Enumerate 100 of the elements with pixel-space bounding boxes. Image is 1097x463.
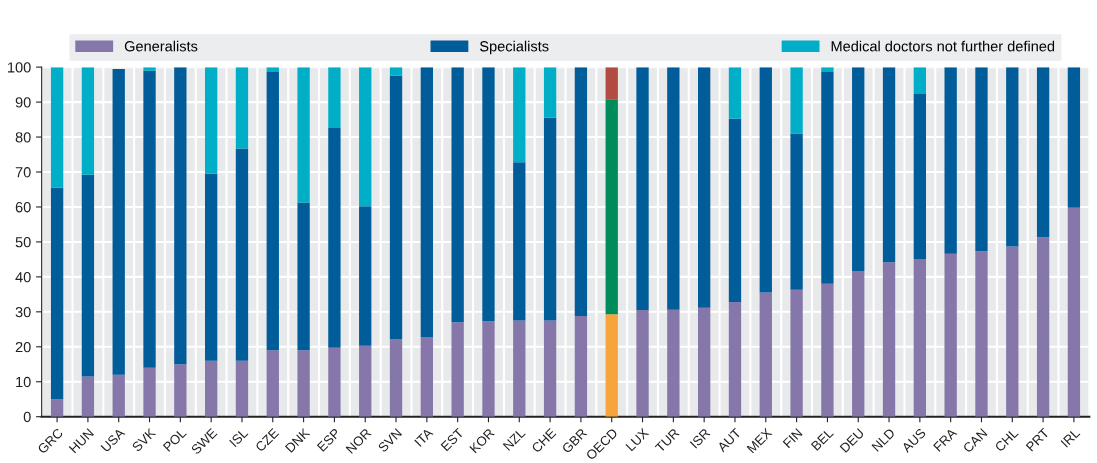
bar [882,262,896,417]
bar [574,316,588,417]
bar [728,302,742,417]
bar [728,118,742,303]
x-tick-label: TUR [654,427,680,453]
x-tick-label: USA [100,427,126,453]
bar [543,320,557,417]
bar [359,206,372,346]
y-tick-label: 90 [15,97,31,108]
bar [328,127,341,348]
bar [605,314,618,417]
bar [790,133,803,290]
bar [543,67,557,118]
bar [759,67,772,293]
bar [975,251,988,417]
y-tick-label: 10 [16,376,31,388]
y-tick-label: 20 [15,341,31,353]
bar [50,187,64,400]
bar [266,72,279,351]
x-tick-label: ITA [414,427,434,447]
bar [297,350,310,417]
bar [328,67,341,128]
x-tick-label: BEL [810,427,834,451]
y-tick-label: 0 [23,411,31,423]
bar [852,270,865,417]
bar [389,339,403,417]
y-tick-label: 60 [15,202,31,213]
bar [852,67,865,271]
bar [698,307,711,417]
bar [266,350,279,417]
x-tick-label: ISL [229,427,249,448]
bar [143,70,156,368]
y-tick-label: 30 [15,306,31,318]
bar [389,75,403,340]
bar [1036,237,1050,417]
bar [235,67,249,149]
y-tick-label: 50 [15,237,31,248]
legend-label: Medical doctors not further defined [831,40,1055,52]
bar [482,321,495,417]
bar [359,67,372,207]
x-tick-label: POL [162,427,187,452]
bar [636,67,649,311]
bar [513,162,526,321]
bar [913,67,927,95]
bar [790,67,803,134]
x-tick-label: CHL [994,427,1019,453]
bar [574,67,588,317]
bar [944,253,957,417]
bar [359,345,372,417]
bar [235,360,249,417]
bar [112,68,125,375]
bar [297,67,310,203]
bar [882,67,896,263]
bar [420,67,434,337]
y-tick-label: 40 [15,271,31,283]
bar [821,283,834,417]
bar [451,322,464,417]
bar [50,67,64,188]
y-tick-label: 100 [8,62,31,73]
bar [204,173,218,361]
bar [605,99,618,315]
x-tick-label: IRL [1060,427,1081,448]
bar [605,67,618,100]
bar [81,174,95,377]
x-tick-label: ISR [689,427,711,449]
bar [420,337,434,417]
bar [143,367,156,417]
y-tick-label: 80 [15,132,31,143]
bar [204,360,218,417]
bar [297,202,310,351]
y-tick-label: 70 [15,167,31,178]
bar [174,364,187,417]
bar [1036,67,1050,238]
bar [81,67,95,175]
bar [790,289,803,417]
bar [143,67,156,71]
bar [50,399,64,417]
x-tick-label: FIN [782,428,803,449]
bar [1067,207,1081,417]
bar [112,374,125,417]
bar [698,67,711,308]
legend-label: Specialists [479,40,549,55]
bar [513,320,526,417]
bar [204,67,218,174]
bar [543,117,557,321]
bar [451,67,464,323]
bar [1006,246,1019,417]
bar [174,67,187,365]
bar [913,94,927,260]
bar [81,376,95,417]
x-tick-label: NZL [502,427,526,451]
bar [728,67,742,119]
bar [636,310,649,417]
x-tick-label: FRA [933,427,958,452]
bar [667,67,680,310]
bar [1006,67,1019,247]
bar [975,67,988,252]
bar [235,148,249,361]
bar [482,67,495,322]
bar [328,347,341,417]
